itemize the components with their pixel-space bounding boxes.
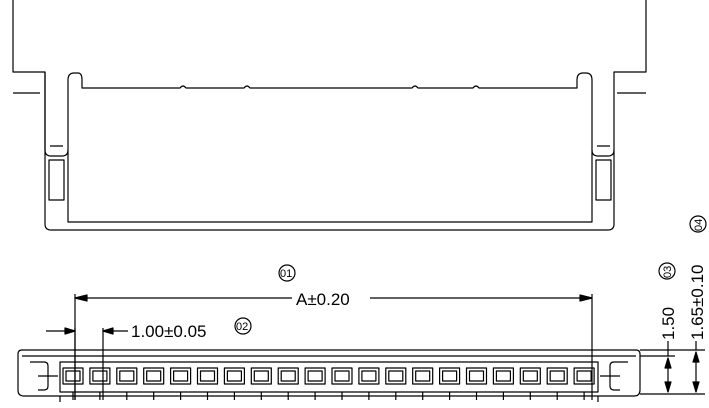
contact-cell bbox=[573, 367, 595, 385]
contact-window bbox=[307, 370, 323, 382]
callout-01: 01 bbox=[280, 268, 292, 280]
contact-cell bbox=[465, 367, 488, 385]
contact-window bbox=[65, 370, 81, 382]
contact-cell bbox=[250, 367, 272, 385]
contact-cell bbox=[89, 367, 111, 385]
contact-cell bbox=[439, 367, 461, 385]
contact-cell bbox=[304, 367, 326, 385]
contact-window bbox=[334, 370, 350, 382]
contact-cell bbox=[196, 367, 219, 385]
callout-04: 04 bbox=[693, 219, 705, 231]
contact-window bbox=[253, 370, 269, 382]
contact-row bbox=[62, 367, 595, 400]
dimension-a-label: A±0.20 bbox=[296, 290, 350, 309]
contact-window bbox=[146, 370, 162, 382]
contact-cell bbox=[62, 367, 84, 385]
contact-cell bbox=[116, 367, 138, 385]
contact-window bbox=[415, 370, 431, 382]
contact-window bbox=[119, 370, 135, 382]
contact-window bbox=[576, 370, 592, 382]
front-view bbox=[17, 349, 641, 402]
callout-circle-01 bbox=[278, 264, 296, 282]
contact-cell bbox=[546, 367, 568, 385]
front-view-body bbox=[17, 349, 641, 397]
top-view-right-slot bbox=[595, 159, 612, 201]
contact-window bbox=[280, 370, 296, 382]
callout-circle-02 bbox=[234, 317, 252, 335]
callout-03: 03 bbox=[662, 266, 674, 278]
contact-window bbox=[522, 370, 538, 382]
dimension-height-total-label: 1.65±0.10 bbox=[688, 264, 707, 340]
contact-window bbox=[226, 370, 242, 382]
callout-circle-03 bbox=[658, 262, 676, 280]
top-view bbox=[12, 0, 647, 231]
dimension-pitch bbox=[46, 327, 128, 400]
contact-cell bbox=[331, 367, 353, 385]
top-view-left-slot bbox=[48, 159, 65, 201]
contact-cell bbox=[170, 367, 192, 385]
contact-cell bbox=[358, 367, 380, 385]
contact-window bbox=[92, 370, 108, 382]
callout-02: 02 bbox=[236, 321, 248, 333]
dimension-height-small-label: 1.50 bbox=[659, 307, 678, 340]
contact-window bbox=[199, 370, 216, 382]
contact-cell bbox=[492, 367, 514, 385]
top-view-inner-edge bbox=[67, 150, 593, 223]
top-view-left-arm bbox=[44, 72, 615, 157]
top-view-housing bbox=[12, 0, 647, 231]
contact-window bbox=[361, 370, 377, 382]
contact-window bbox=[495, 370, 511, 382]
callout-circle-04 bbox=[689, 215, 707, 233]
contact-cell bbox=[143, 367, 165, 385]
contact-cell bbox=[385, 367, 407, 385]
contact-window bbox=[468, 370, 485, 382]
contact-window bbox=[442, 370, 458, 382]
dimension-pitch-label: 1.00±0.05 bbox=[131, 322, 207, 341]
dimension-heights bbox=[640, 341, 705, 395]
contact-cell bbox=[519, 367, 541, 385]
contact-window bbox=[388, 370, 404, 382]
contact-cell bbox=[277, 367, 299, 385]
contact-window bbox=[549, 370, 565, 382]
contact-cell bbox=[223, 367, 245, 385]
contact-window bbox=[173, 370, 189, 382]
contact-cell bbox=[412, 367, 434, 385]
